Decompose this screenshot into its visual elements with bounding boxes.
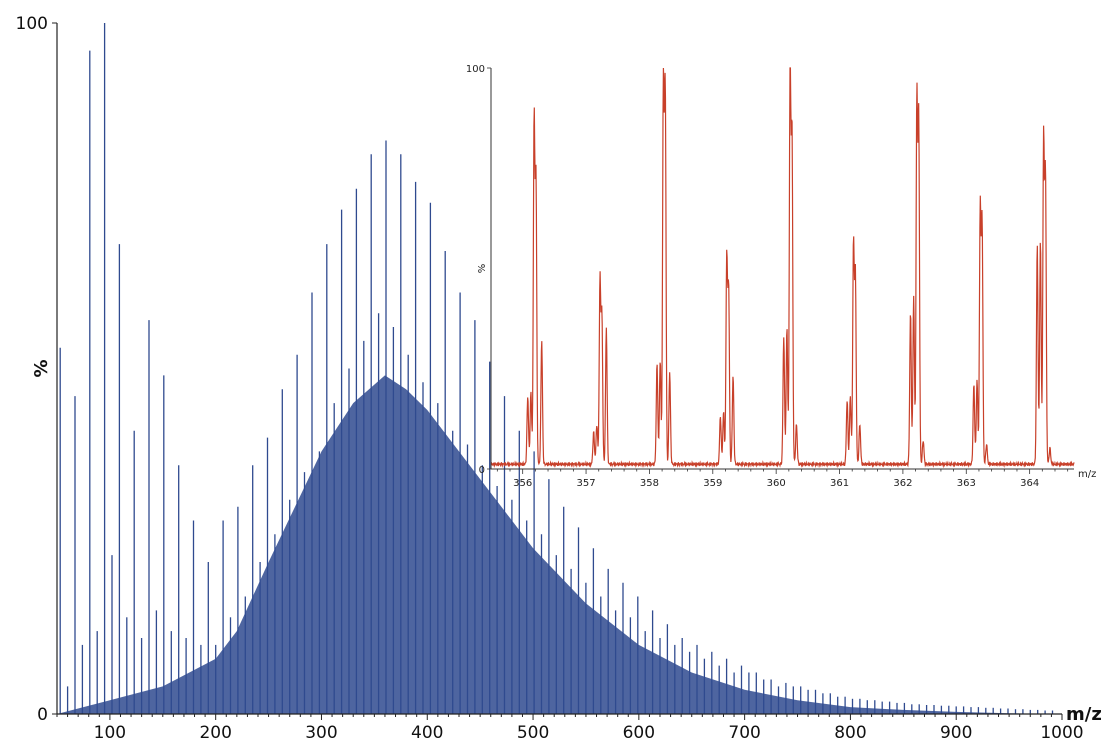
inset-x-tick-label: 362 [893, 478, 912, 489]
inset-x-tick-label: 363 [957, 478, 976, 489]
main-x-axis-label: m/z [1066, 704, 1102, 725]
inset-spectrum-plot: 356 357 358 359 360 361 362 363 364 0 100 m/z% [466, 64, 1096, 489]
inset-y-axis-label: % [477, 264, 488, 274]
main-x-tick-label: 400 [411, 723, 443, 743]
inset-x-tick-label: 358 [640, 478, 659, 489]
inset-y-tick-label: 0 [479, 465, 485, 476]
main-x-tick-label: 800 [834, 723, 866, 743]
main-x-tick-label: 900 [940, 723, 972, 743]
main-x-tick-label: 500 [517, 723, 549, 743]
inset-x-tick-label: 360 [767, 478, 786, 489]
inset-x-axis-label: m/z [1078, 469, 1096, 480]
main-y-tick-label: 0 [37, 705, 48, 725]
main-x-tick-label: 600 [623, 723, 655, 743]
inset-x-tick-label: 357 [577, 478, 596, 489]
main-x-tick-label: 1000 [1040, 723, 1083, 743]
main-x-tick-label: 200 [199, 723, 231, 743]
main-y-axis-label: % [31, 359, 52, 377]
inset-x-tick-label: 359 [703, 478, 722, 489]
inset-x-tick-label: 364 [1020, 478, 1039, 489]
main-y-tick-label: 100 [16, 14, 48, 34]
main-x-tick-label: 100 [94, 723, 126, 743]
inset-x-tick-label: 356 [513, 478, 532, 489]
inset-y-tick-label: 100 [466, 64, 485, 75]
inset-x-tick-label: 361 [830, 478, 849, 489]
inset-profile-line [491, 68, 1074, 466]
main-x-tick-label: 300 [305, 723, 337, 743]
main-x-tick-label: 700 [728, 723, 760, 743]
